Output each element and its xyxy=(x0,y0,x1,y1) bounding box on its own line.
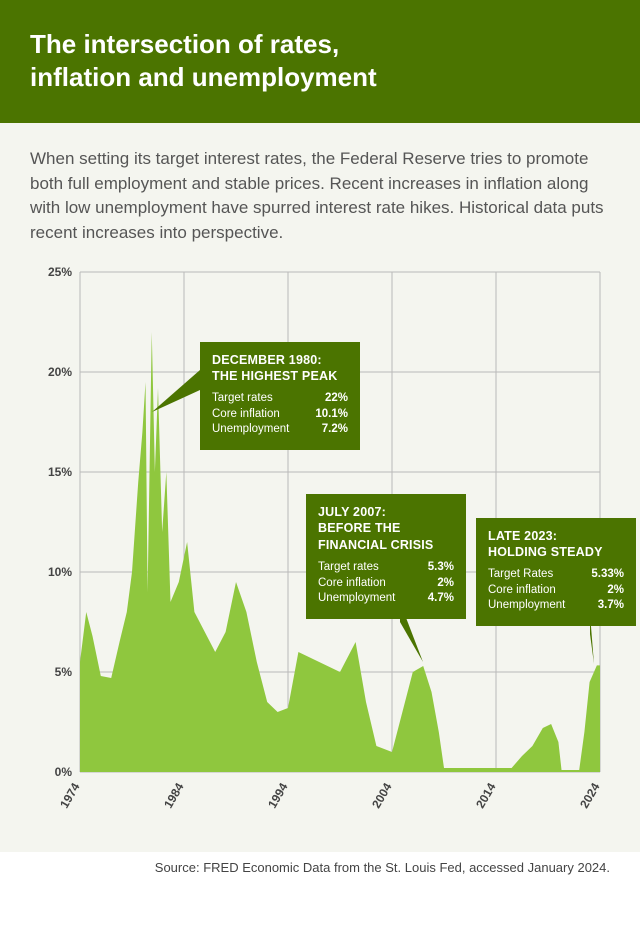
svg-text:1994: 1994 xyxy=(265,780,291,810)
callout-row: Core inflation2% xyxy=(318,576,454,592)
callout-row: Unemployment7.2% xyxy=(212,422,348,438)
source-attribution: Source: FRED Economic Data from the St. … xyxy=(0,860,640,875)
callout-row: Target rates5.3% xyxy=(318,560,454,576)
callout-row: Core inflation10.1% xyxy=(212,407,348,423)
svg-text:5%: 5% xyxy=(55,665,73,679)
callout-c1980: DECEMBER 1980:THE HIGHEST PEAK Target rat… xyxy=(200,342,360,450)
svg-text:20%: 20% xyxy=(48,365,72,379)
callout-row: Unemployment3.7% xyxy=(488,598,624,614)
body-area: When setting its target interest rates, … xyxy=(0,123,640,852)
svg-text:1974: 1974 xyxy=(57,780,83,810)
callout-title: DECEMBER 1980:THE HIGHEST PEAK xyxy=(212,352,348,386)
svg-text:2004: 2004 xyxy=(369,780,395,810)
chart-container: 0% 5% 10% 15% 20% 25% 1974 1984 1994 2004 2014 2024… xyxy=(30,262,610,842)
callout-row: Target rates22% xyxy=(212,391,348,407)
callout-c2023: LATE 2023:HOLDING STEADY Target Rates5.33… xyxy=(476,518,636,626)
intro-paragraph: When setting its target interest rates, … xyxy=(30,147,610,246)
callout-pointer xyxy=(152,370,200,412)
title-line-2: inflation and unemployment xyxy=(30,62,377,92)
svg-text:25%: 25% xyxy=(48,265,72,279)
svg-text:15%: 15% xyxy=(48,465,72,479)
svg-text:2014: 2014 xyxy=(473,780,499,810)
callout-title: LATE 2023:HOLDING STEADY xyxy=(488,528,624,562)
page-title: The intersection of rates, inflation and… xyxy=(30,28,610,93)
svg-text:2024: 2024 xyxy=(577,780,603,810)
header-banner: The intersection of rates, inflation and… xyxy=(0,0,640,123)
callout-row: Unemployment4.7% xyxy=(318,591,454,607)
callout-row: Target Rates5.33% xyxy=(488,567,624,583)
callout-title: JULY 2007:BEFORE THEFINANCIAL CRISIS xyxy=(318,504,454,555)
svg-text:0%: 0% xyxy=(55,765,73,779)
title-line-1: The intersection of rates, xyxy=(30,29,339,59)
svg-text:1984: 1984 xyxy=(161,780,187,810)
svg-text:10%: 10% xyxy=(48,565,72,579)
callout-c2007: JULY 2007:BEFORE THEFINANCIAL CRISIS Targ… xyxy=(306,494,466,619)
callout-row: Core inflation2% xyxy=(488,583,624,599)
